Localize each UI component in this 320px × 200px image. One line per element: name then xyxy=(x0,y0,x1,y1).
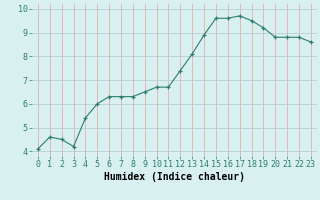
X-axis label: Humidex (Indice chaleur): Humidex (Indice chaleur) xyxy=(104,172,245,182)
